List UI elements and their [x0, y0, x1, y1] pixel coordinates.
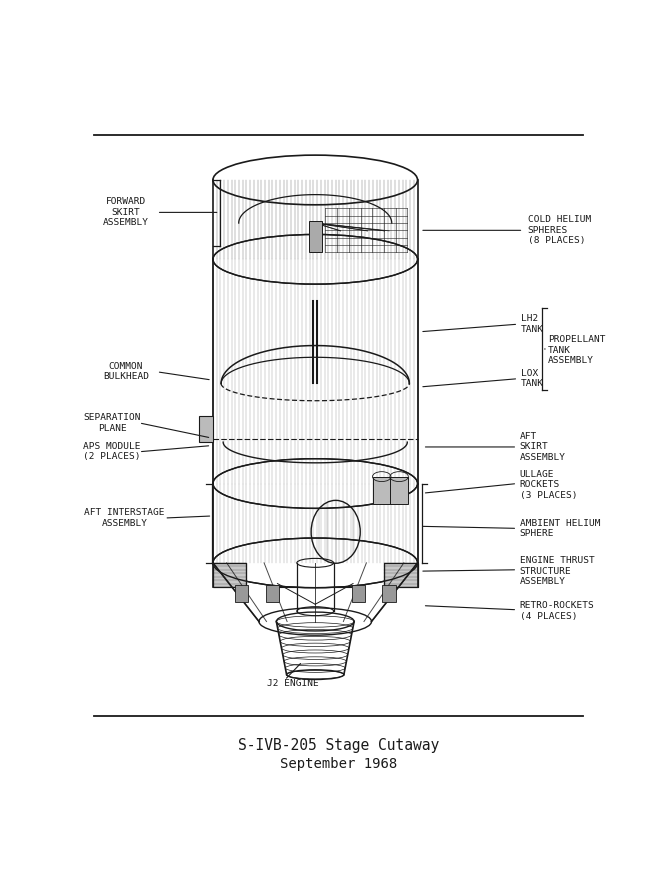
Bar — [372, 477, 391, 504]
Text: LH2
TANK: LH2 TANK — [521, 314, 544, 334]
Bar — [384, 563, 418, 587]
Text: AMBIENT HELIUM
SPHERE: AMBIENT HELIUM SPHERE — [520, 519, 601, 538]
FancyBboxPatch shape — [199, 416, 213, 442]
Text: APS MODULE
(2 PLACES): APS MODULE (2 PLACES) — [83, 442, 141, 461]
Bar — [235, 585, 248, 602]
Bar — [213, 563, 246, 587]
Text: September 1968: September 1968 — [280, 757, 397, 771]
Text: SEPARATION
PLANE: SEPARATION PLANE — [83, 413, 141, 433]
Text: AFT INTERSTAGE
ASSEMBLY: AFT INTERSTAGE ASSEMBLY — [84, 508, 165, 528]
Bar — [352, 585, 365, 602]
Bar — [382, 585, 395, 602]
Text: COLD HELIUM
SPHERES
(8 PLACES): COLD HELIUM SPHERES (8 PLACES) — [527, 215, 591, 246]
Text: FORWARD
SKIRT
ASSEMBLY: FORWARD SKIRT ASSEMBLY — [103, 197, 149, 228]
Text: PROPELLANT
TANK
ASSEMBLY: PROPELLANT TANK ASSEMBLY — [548, 335, 605, 366]
Bar — [265, 585, 279, 602]
Text: S-IVB-205 Stage Cutaway: S-IVB-205 Stage Cutaway — [238, 737, 439, 753]
Text: ENGINE THRUST
STRUCTURE
ASSEMBLY: ENGINE THRUST STRUCTURE ASSEMBLY — [520, 556, 595, 586]
Text: COMMON
BULKHEAD: COMMON BULKHEAD — [103, 362, 149, 382]
Text: J2 ENGINE: J2 ENGINE — [267, 679, 318, 688]
Text: AFT
SKIRT
ASSEMBLY: AFT SKIRT ASSEMBLY — [520, 432, 566, 461]
Text: LOX
TANK: LOX TANK — [521, 369, 544, 388]
Bar — [309, 221, 321, 253]
Text: ULLAGE
ROCKETS
(3 PLACES): ULLAGE ROCKETS (3 PLACES) — [520, 470, 578, 500]
Text: RETRO-ROCKETS
(4 PLACES): RETRO-ROCKETS (4 PLACES) — [520, 601, 595, 621]
Bar — [390, 477, 409, 504]
